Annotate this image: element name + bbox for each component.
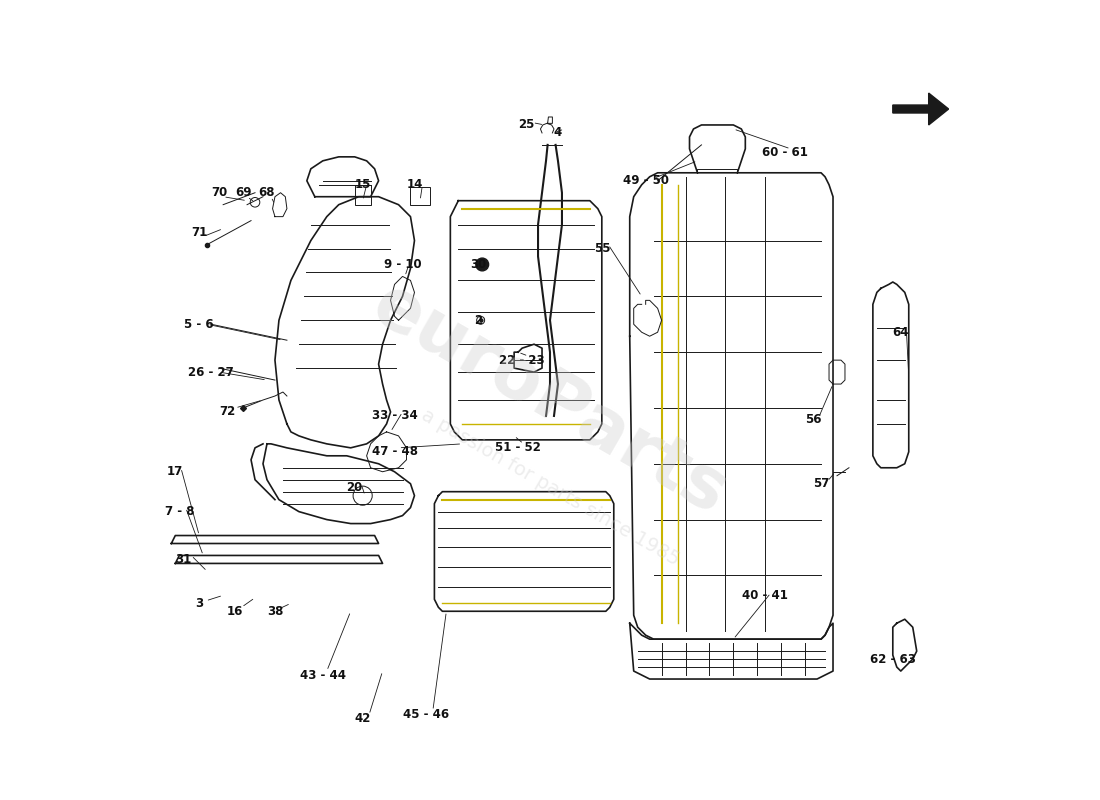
Text: 2: 2: [474, 314, 482, 326]
Bar: [410, 187, 430, 205]
Text: 64: 64: [892, 326, 909, 338]
Text: 4: 4: [553, 126, 562, 139]
Text: 14: 14: [406, 178, 422, 191]
Text: 69: 69: [234, 186, 251, 199]
Text: 38: 38: [267, 605, 283, 618]
Text: 68: 68: [258, 186, 275, 199]
Circle shape: [476, 316, 485, 324]
Text: 42: 42: [354, 712, 371, 726]
Text: euroParts: euroParts: [360, 270, 740, 530]
Text: 16: 16: [227, 605, 243, 618]
Text: 7 - 8: 7 - 8: [165, 505, 194, 518]
Text: 20: 20: [346, 481, 363, 494]
Text: 45 - 46: 45 - 46: [404, 709, 450, 722]
Text: 51 - 52: 51 - 52: [495, 442, 541, 454]
Text: 49 - 50: 49 - 50: [623, 174, 669, 187]
Bar: [354, 185, 371, 205]
Text: 71: 71: [191, 226, 207, 239]
Text: 31: 31: [175, 553, 191, 566]
Text: 9 - 10: 9 - 10: [384, 258, 421, 271]
Text: 3: 3: [195, 597, 204, 610]
Text: 30: 30: [470, 258, 486, 271]
Text: 25: 25: [518, 118, 535, 131]
Text: 62 - 63: 62 - 63: [870, 653, 915, 666]
Text: 57: 57: [813, 478, 829, 490]
Text: 15: 15: [354, 178, 371, 191]
Text: 40 - 41: 40 - 41: [742, 589, 789, 602]
Text: 22 - 23: 22 - 23: [499, 354, 544, 366]
Text: 60 - 61: 60 - 61: [762, 146, 808, 159]
Circle shape: [476, 258, 488, 271]
Text: 55: 55: [594, 242, 610, 255]
Text: 56: 56: [805, 414, 822, 426]
Polygon shape: [893, 93, 948, 125]
Text: 70: 70: [211, 186, 228, 199]
Text: 43 - 44: 43 - 44: [300, 669, 345, 682]
Text: 17: 17: [167, 466, 184, 478]
Text: 5 - 6: 5 - 6: [185, 318, 214, 330]
Text: 72: 72: [219, 406, 235, 418]
Text: a passion for parts since 1985: a passion for parts since 1985: [418, 406, 682, 570]
Text: 26 - 27: 26 - 27: [188, 366, 234, 378]
Text: 47 - 48: 47 - 48: [372, 446, 418, 458]
Text: 33 - 34: 33 - 34: [372, 410, 417, 422]
